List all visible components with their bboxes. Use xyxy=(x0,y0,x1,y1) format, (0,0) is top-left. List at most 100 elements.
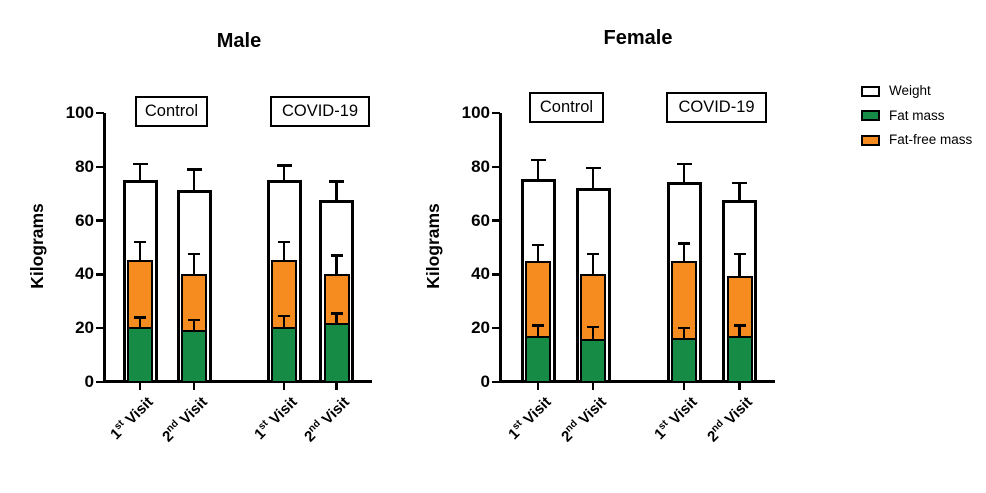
female-weight-error-cap-3 xyxy=(732,181,747,185)
male-y-tick-20 xyxy=(96,326,104,330)
male-y-tick-60 xyxy=(96,219,104,222)
female-covid19-group-label: COVID-19 xyxy=(666,92,767,123)
female-weight-error-line-3 xyxy=(738,182,741,201)
female-fat-free-mass-error-line-1 xyxy=(591,254,595,275)
female-fat-free-mass-error-cap-0 xyxy=(532,243,544,247)
male-y-tick-100 xyxy=(96,111,104,115)
female-weight-error-line-1 xyxy=(591,168,595,189)
female-panel-title: Female xyxy=(603,27,673,49)
male-weight-error-line-1 xyxy=(192,169,196,190)
male-weight-error-cap-1 xyxy=(186,168,202,171)
male-y-axis-line xyxy=(103,113,106,383)
female-x-axis-line xyxy=(499,380,775,383)
fat-free-mass-swatch-icon xyxy=(861,134,880,146)
female-fat-free-mass-error-cap-2 xyxy=(678,242,690,245)
legend-item-fat-mass: Fat mass xyxy=(861,108,972,124)
legend: Weight Fat mass Fat-free mass xyxy=(861,83,972,148)
male-fat-mass-error-cap-2 xyxy=(278,314,290,318)
male-covid19-group-label: COVID-19 xyxy=(270,96,370,127)
male-fat-free-mass-error-line-3 xyxy=(335,255,338,275)
female-fat-mass-bar-0 xyxy=(525,336,551,383)
female-weight-error-cap-2 xyxy=(676,162,692,166)
ordinal-suffix: nd xyxy=(709,418,727,435)
female-y-axis-label: Kilograms xyxy=(423,203,443,289)
female-fat-mass-error-cap-1 xyxy=(587,325,599,329)
legend-item-fat-free-mass: Fat-free mass xyxy=(861,132,972,148)
female-fat-free-mass-error-line-2 xyxy=(682,243,686,261)
female-fat-free-mass-error-line-3 xyxy=(738,254,741,276)
male-fat-free-mass-error-cap-1 xyxy=(188,252,200,256)
male-x-tick-1 xyxy=(192,383,196,390)
female-y-tick-80 xyxy=(492,165,500,169)
female-fat-mass-error-cap-3 xyxy=(733,324,746,327)
female-y-tick-60 xyxy=(492,219,500,222)
female-y-tick-0 xyxy=(492,380,500,384)
female-x-label-1: 2nd Visit xyxy=(558,393,610,446)
female-x-tick-3 xyxy=(738,383,741,390)
female-fat-mass-error-line-0 xyxy=(536,325,540,337)
male-fat-mass-error-line-3 xyxy=(335,313,338,323)
male-weight-error-line-2 xyxy=(282,165,286,181)
male-fat-mass-error-line-0 xyxy=(138,317,142,327)
legend-label-fat-mass: Fat mass xyxy=(889,107,945,123)
male-fat-mass-error-cap-1 xyxy=(188,318,200,322)
male-x-label-1: 2nd Visit xyxy=(159,393,211,446)
female-y-tick-label-60: 60 xyxy=(471,210,490,230)
male-x-label-3: 2nd Visit xyxy=(301,393,354,446)
male-fat-free-mass-error-cap-2 xyxy=(278,240,290,244)
ordinal-suffix: st xyxy=(256,418,271,433)
male-x-tick-2 xyxy=(282,383,286,390)
female-y-tick-label-80: 80 xyxy=(471,156,490,176)
ordinal-suffix: nd xyxy=(563,418,580,435)
male-weight-error-cap-2 xyxy=(276,164,292,167)
male-weight-error-cap-3 xyxy=(329,180,344,183)
male-panel-title: Male xyxy=(216,30,262,52)
male-y-tick-label-80: 80 xyxy=(75,156,94,176)
female-weight-error-line-0 xyxy=(536,160,540,179)
male-fat-mass-error-line-2 xyxy=(282,316,286,327)
male-fat-free-mass-error-line-2 xyxy=(282,242,286,260)
male-y-tick-40 xyxy=(96,273,104,276)
male-y-tick-label-60: 60 xyxy=(75,210,94,230)
female-x-tick-1 xyxy=(591,383,595,390)
male-fat-free-mass-error-cap-0 xyxy=(134,240,146,244)
male-fat-mass-bar-3 xyxy=(323,322,350,383)
female-fat-mass-bar-1 xyxy=(580,338,606,383)
female-fat-mass-error-cap-2 xyxy=(678,326,690,330)
male-fat-mass-bar-1 xyxy=(181,329,207,383)
ordinal-suffix: st xyxy=(510,418,525,433)
ordinal-suffix: nd xyxy=(164,418,181,435)
female-x-label-2: 1st Visit xyxy=(651,393,701,444)
male-y-tick-label-0: 0 xyxy=(84,372,94,391)
male-y-tick-label-40: 40 xyxy=(75,264,94,284)
male-x-tick-3 xyxy=(335,383,338,390)
male-x-label-0: 1st Visit xyxy=(107,393,157,444)
ordinal-suffix: nd xyxy=(306,418,324,435)
female-weight-error-line-2 xyxy=(682,164,686,182)
female-control-group-label: Control xyxy=(529,92,604,123)
female-weight-error-cap-1 xyxy=(585,166,601,170)
female-y-tick-40 xyxy=(492,273,500,276)
male-fat-free-mass-error-line-0 xyxy=(138,242,142,260)
female-y-tick-label-100: 100 xyxy=(461,103,490,122)
female-y-tick-20 xyxy=(492,326,500,330)
male-weight-error-line-3 xyxy=(335,181,338,201)
female-x-tick-0 xyxy=(536,383,540,390)
male-y-tick-80 xyxy=(96,165,104,169)
legend-label-fat-free-mass: Fat-free mass xyxy=(889,132,973,147)
female-fat-mass-error-line-1 xyxy=(591,326,595,339)
female-fat-free-mass-error-cap-3 xyxy=(733,252,746,256)
male-fat-free-mass-error-cap-3 xyxy=(330,254,343,257)
female-y-tick-100 xyxy=(492,111,500,115)
weight-swatch-icon xyxy=(861,85,880,97)
male-y-tick-0 xyxy=(96,380,104,384)
female-y-tick-label-0: 0 xyxy=(480,372,490,391)
male-x-tick-0 xyxy=(138,383,142,390)
male-fat-mass-error-cap-3 xyxy=(330,312,343,315)
male-x-axis-line xyxy=(103,380,372,383)
male-fat-free-mass-error-line-1 xyxy=(192,254,196,275)
female-fat-mass-bar-3 xyxy=(726,336,753,383)
ordinal-suffix: st xyxy=(656,418,671,433)
male-x-label-2: 1st Visit xyxy=(251,393,301,444)
